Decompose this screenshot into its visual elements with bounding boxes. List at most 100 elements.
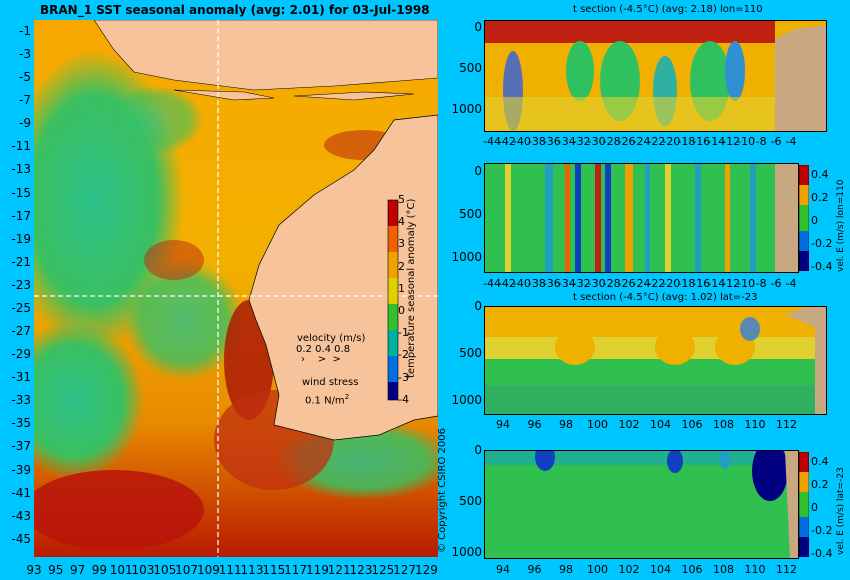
p1-x-tick: -44 — [483, 135, 501, 148]
lon-tick-label: 101 — [109, 563, 133, 577]
p2-y-tick: 1000 — [451, 250, 482, 264]
p2-x-tick: -18 — [677, 277, 696, 290]
lat-tick-label: -19 — [11, 231, 31, 246]
p2-x-tick: -34 — [557, 277, 576, 290]
p2-x-tick: -6 — [770, 277, 782, 290]
velocity-arrows: › > > — [301, 354, 341, 365]
p3-x-tick: 104 — [650, 418, 671, 431]
p4-x-tick: 108 — [713, 563, 734, 576]
lon-tick-label: 115 — [262, 563, 286, 577]
p4-x-tick: 110 — [744, 563, 766, 576]
p3-y-tick: 0 — [474, 299, 482, 313]
p4-cb-tick: 0.4 — [811, 455, 829, 468]
p2-x-tick: -38 — [527, 277, 546, 290]
p2-x-tick: -12 — [722, 277, 741, 290]
p4-cb-tick: -0.2 — [811, 524, 833, 537]
sst-colorbar-tick: 4 — [398, 215, 405, 229]
p1-x-tick: -42 — [497, 135, 516, 148]
wind-label: wind stress — [302, 377, 359, 388]
p2-x-tick: -14 — [707, 277, 726, 290]
p2-x-tick: -36 — [542, 277, 561, 290]
p3-x-tick: 108 — [713, 418, 734, 431]
sst-colorbar-tick: -2 — [398, 348, 409, 362]
p1-x-tick: -18 — [677, 135, 696, 148]
p2-x-tick: -42 — [497, 277, 516, 290]
p4-cb-tick: 0.2 — [811, 478, 829, 491]
lon-tick-label: 129 — [414, 563, 438, 577]
lon-tick-label: 113 — [240, 563, 264, 577]
p1-plot — [484, 20, 827, 132]
p4-y-tick: 1000 — [451, 545, 482, 559]
lat-tick-label: -39 — [11, 462, 31, 477]
p2-colorbar — [799, 165, 809, 271]
velocity-scale: 0.2 0.4 0.8 — [296, 344, 351, 355]
p1-y-tick: 500 — [459, 61, 482, 75]
p4-cb-tick: -0.4 — [811, 547, 833, 560]
lat-tick-label: -13 — [11, 162, 31, 177]
p1-x-tick: -34 — [557, 135, 576, 148]
p3-x-tick: 106 — [681, 418, 703, 431]
lon-tick-label: 107 — [175, 563, 199, 577]
p1-x-tick: -16 — [692, 135, 711, 148]
warm-eddies-south — [34, 470, 204, 550]
lat-tick-label: -15 — [11, 185, 31, 200]
lon-tick-label: 119 — [305, 563, 329, 577]
lat-tick-label: -7 — [19, 93, 31, 108]
p1-x-tick: -28 — [602, 135, 621, 148]
p2-colorbar-label: vel. E (m/s) lon=110 — [836, 179, 846, 272]
lon-tick-label: 123 — [349, 563, 373, 577]
lat-tick-label: -1 — [19, 24, 31, 38]
sst-colorbar-tick: 3 — [398, 237, 405, 251]
lat-tick-label: -17 — [11, 208, 31, 223]
lon-tick-label: 93 — [26, 563, 42, 577]
lon-tick-label: 127 — [393, 563, 417, 577]
lon-tick-label: 95 — [48, 563, 64, 577]
lon-tick-label: 97 — [69, 563, 86, 577]
p1-x-tick: -4 — [785, 135, 797, 148]
lon-tick-label: 117 — [284, 563, 308, 577]
p2-x-tick: -8 — [755, 277, 767, 290]
p1-x-tick: -10 — [737, 135, 756, 148]
p1-x-tick: -20 — [662, 135, 681, 148]
p2-cb-tick: 0.2 — [811, 191, 829, 204]
lat-tick-label: -9 — [19, 116, 31, 131]
p1-x-tick: -6 — [770, 135, 782, 148]
p2-cb-tick: 0 — [811, 214, 818, 227]
p1-x-tick: -12 — [722, 135, 741, 148]
lat-tick-label: -21 — [11, 254, 31, 269]
p3-x-tick: 94 — [496, 418, 510, 431]
lat-tick-label: -11 — [11, 139, 31, 154]
lon-tick-label: 109 — [196, 563, 220, 577]
p1-x-tick: -40 — [512, 135, 531, 148]
lat-tick-label: -35 — [11, 416, 31, 431]
sst-colorbar-tick: -3 — [398, 370, 409, 384]
p3-x-tick: 102 — [618, 418, 640, 431]
p1-x-tick: -36 — [542, 135, 561, 148]
p4-x-tick: 98 — [559, 563, 573, 576]
p4-x-tick: 112 — [776, 563, 797, 576]
p1-x-tick: -38 — [527, 135, 546, 148]
p3-x-tick: 112 — [776, 418, 797, 431]
wind-value: 0.1 N/m2 — [305, 393, 350, 407]
lat-tick-label: -41 — [11, 485, 31, 500]
lon-tick-label: 121 — [327, 563, 351, 577]
p4-x-tick: 94 — [496, 563, 510, 576]
p3-x-tick: 96 — [527, 418, 542, 431]
p2-x-tick: -16 — [692, 277, 711, 290]
p4-plot — [484, 450, 799, 559]
sst-colorbar-tick: -1 — [398, 326, 409, 340]
p3-x-tick: 98 — [559, 418, 573, 431]
lon-tick-label: 111 — [218, 563, 242, 577]
p2-x-tick: -26 — [617, 277, 636, 290]
p1-x-tick: -8 — [755, 135, 767, 148]
p2-x-tick: -44 — [483, 277, 501, 290]
p3-x-tick: 110 — [744, 418, 766, 431]
lon-tick-label: 103 — [131, 563, 155, 577]
p1-x-tick: -30 — [587, 135, 606, 148]
indonesia-land — [93, 20, 438, 91]
p3-x-tick: 100 — [587, 418, 608, 431]
p2-x-tick: -24 — [632, 277, 651, 290]
p2-x-tick: -4 — [785, 277, 797, 290]
sst-colorbar-tick: 1 — [398, 281, 405, 295]
sst-colorbar-label: temperature seasonal anomaly (°C) — [406, 198, 417, 378]
